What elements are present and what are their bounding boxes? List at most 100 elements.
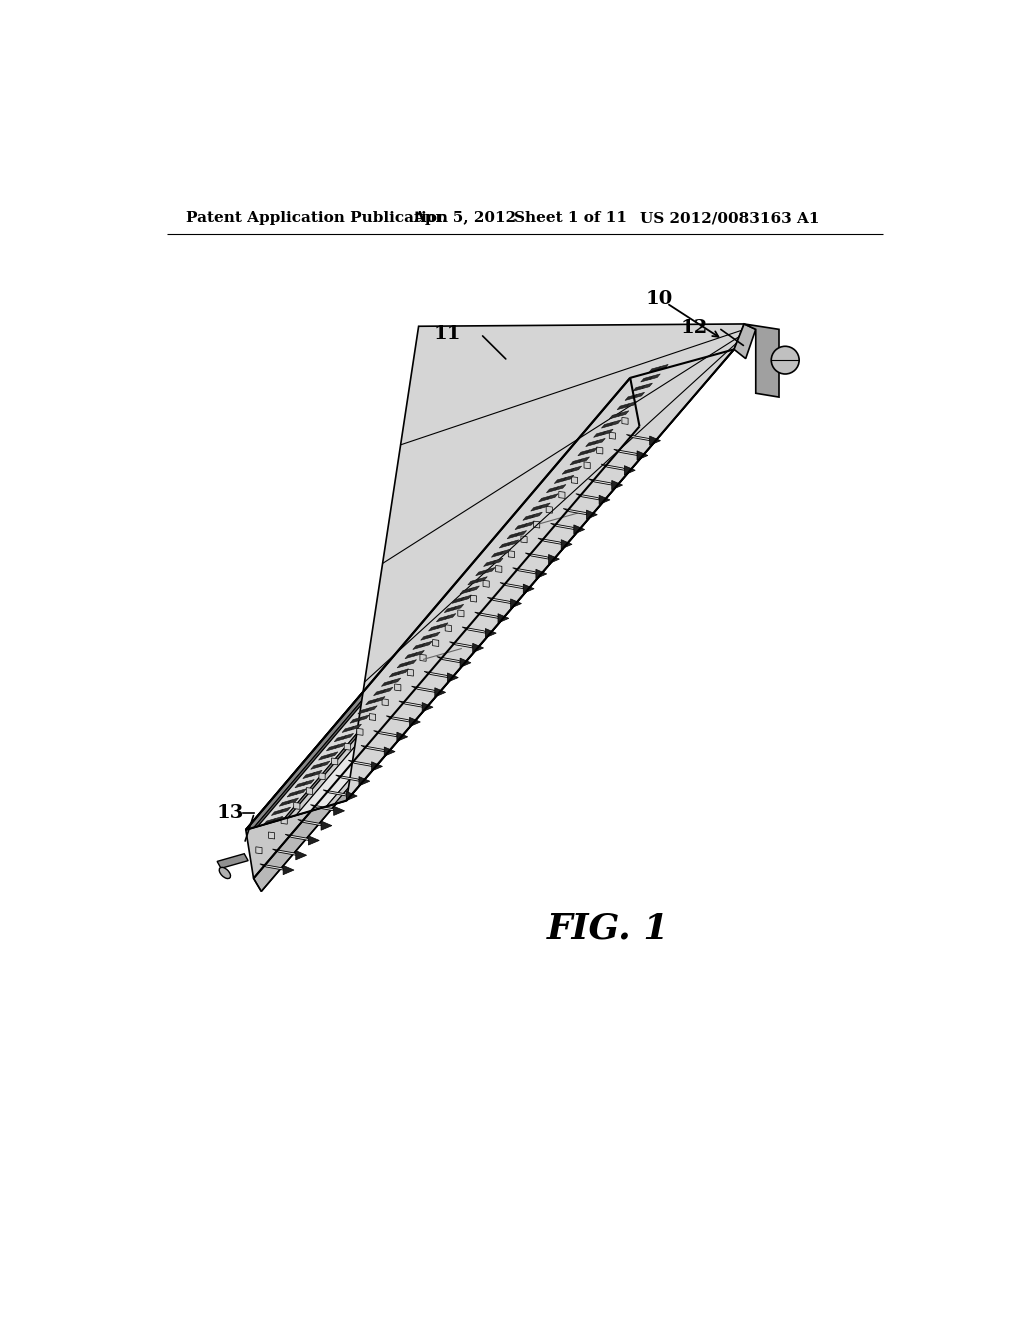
Polygon shape	[332, 758, 338, 764]
Polygon shape	[246, 350, 734, 830]
Polygon shape	[399, 701, 427, 708]
Polygon shape	[254, 426, 647, 891]
Polygon shape	[328, 752, 338, 758]
Polygon shape	[562, 469, 574, 474]
Polygon shape	[285, 834, 313, 841]
Polygon shape	[511, 599, 521, 609]
Polygon shape	[460, 587, 472, 594]
Polygon shape	[260, 863, 288, 871]
Polygon shape	[428, 624, 440, 631]
Polygon shape	[571, 466, 582, 471]
Polygon shape	[435, 688, 445, 697]
Polygon shape	[611, 480, 623, 490]
Polygon shape	[515, 524, 527, 529]
Text: Apr. 5, 2012: Apr. 5, 2012	[414, 211, 516, 226]
Polygon shape	[217, 854, 248, 869]
Polygon shape	[549, 554, 559, 564]
Polygon shape	[382, 698, 388, 706]
Polygon shape	[601, 465, 629, 471]
Polygon shape	[461, 595, 472, 601]
Polygon shape	[559, 491, 565, 499]
Polygon shape	[599, 495, 610, 504]
Polygon shape	[493, 558, 503, 564]
Polygon shape	[335, 743, 346, 748]
Polygon shape	[575, 494, 604, 500]
Polygon shape	[256, 847, 262, 854]
Polygon shape	[374, 689, 386, 696]
Polygon shape	[413, 643, 425, 649]
Polygon shape	[546, 507, 552, 513]
Polygon shape	[381, 680, 393, 686]
Polygon shape	[310, 805, 338, 812]
Polygon shape	[458, 610, 464, 616]
Polygon shape	[501, 549, 511, 554]
Polygon shape	[284, 366, 674, 818]
Polygon shape	[422, 642, 432, 647]
Polygon shape	[641, 376, 652, 381]
Polygon shape	[498, 614, 509, 623]
Polygon shape	[563, 475, 573, 480]
Polygon shape	[625, 395, 637, 400]
Polygon shape	[327, 744, 338, 751]
Polygon shape	[597, 447, 603, 454]
Polygon shape	[437, 623, 447, 628]
Polygon shape	[336, 775, 364, 781]
Polygon shape	[283, 866, 294, 875]
Polygon shape	[521, 536, 527, 543]
Polygon shape	[412, 686, 439, 693]
Polygon shape	[359, 776, 370, 785]
Polygon shape	[268, 832, 274, 840]
Polygon shape	[587, 447, 597, 453]
Polygon shape	[390, 678, 400, 684]
Polygon shape	[298, 820, 326, 826]
Polygon shape	[508, 540, 519, 545]
Polygon shape	[617, 404, 629, 409]
Polygon shape	[447, 673, 459, 682]
Polygon shape	[430, 632, 440, 638]
Polygon shape	[420, 655, 426, 661]
Polygon shape	[296, 355, 714, 816]
Polygon shape	[587, 510, 597, 519]
Polygon shape	[397, 733, 408, 742]
Polygon shape	[334, 735, 346, 742]
Polygon shape	[485, 628, 497, 638]
Polygon shape	[281, 817, 288, 824]
Polygon shape	[622, 417, 628, 424]
Polygon shape	[351, 725, 361, 730]
Text: FIG. 1: FIG. 1	[547, 911, 670, 945]
Polygon shape	[437, 656, 465, 664]
Polygon shape	[246, 378, 640, 878]
Polygon shape	[414, 651, 424, 656]
Polygon shape	[561, 540, 572, 549]
Polygon shape	[551, 523, 579, 531]
Polygon shape	[601, 422, 613, 428]
Polygon shape	[570, 459, 582, 465]
Polygon shape	[496, 565, 502, 573]
Circle shape	[771, 346, 799, 374]
Polygon shape	[648, 367, 660, 372]
Polygon shape	[308, 836, 319, 845]
Polygon shape	[634, 392, 644, 399]
Polygon shape	[468, 578, 480, 585]
Polygon shape	[595, 438, 605, 444]
Polygon shape	[609, 413, 622, 418]
Polygon shape	[554, 478, 566, 483]
Polygon shape	[650, 374, 660, 380]
Polygon shape	[304, 780, 314, 785]
Polygon shape	[578, 450, 590, 455]
Polygon shape	[367, 706, 377, 711]
Polygon shape	[287, 791, 299, 797]
Polygon shape	[524, 521, 535, 527]
Polygon shape	[258, 367, 670, 826]
Polygon shape	[487, 598, 515, 605]
Polygon shape	[657, 364, 669, 371]
Polygon shape	[323, 789, 351, 797]
Polygon shape	[531, 512, 543, 517]
Polygon shape	[586, 441, 598, 446]
Polygon shape	[422, 702, 433, 711]
Polygon shape	[358, 715, 370, 721]
Polygon shape	[384, 747, 395, 756]
Polygon shape	[547, 487, 558, 492]
Polygon shape	[454, 605, 464, 610]
Polygon shape	[534, 521, 540, 528]
